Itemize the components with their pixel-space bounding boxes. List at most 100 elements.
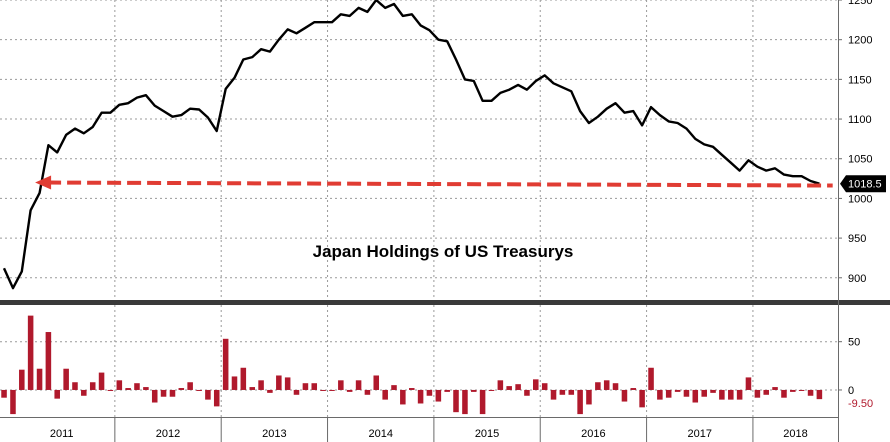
change-bar [550,389,557,400]
change-bar [408,388,415,390]
change-bar [798,389,805,391]
y-tick-label: 1100 [848,114,872,126]
change-bar [134,383,140,390]
y-tick-label: 0 [848,385,854,397]
change-bar [284,377,291,390]
y-axis-ticks: 900 950 1000 1050 1100 1150 1200 1250 0 50 [838,0,872,397]
change-bar [577,389,583,415]
change-bar [754,389,761,398]
change-bar [338,380,344,390]
change-bar [187,382,193,390]
change-bar [630,388,637,390]
change-bar [213,389,220,407]
change-bar [763,389,769,395]
change-bar [107,389,114,391]
change-bar [293,389,300,395]
change-bar [710,389,716,393]
change-bar [267,389,273,393]
change-bar [657,389,663,400]
change-bar [382,389,388,400]
change-bar [10,389,16,415]
holdings-series-line [2,0,820,290]
change-bar [648,367,654,390]
change-bar [621,389,628,402]
y-tick-label: 1200 [848,35,872,47]
year-gridlines [114,0,754,417]
y-tick-label: 50 [848,337,860,349]
y-tick-label: 900 [848,273,866,285]
change-bar [178,388,185,390]
change-bar [745,377,752,390]
change-bar [488,389,495,391]
change-bar [665,389,672,398]
change-bar [258,380,264,390]
change-bar [568,389,575,395]
change-bar [532,379,539,390]
change-bar [320,389,326,391]
change-bar [205,389,211,400]
change-bar [311,383,318,390]
change-bar [559,389,566,395]
x-tick-label: 2015 [475,428,499,440]
change-bar [736,389,743,400]
change-bar [151,389,158,403]
change-bar [54,389,60,399]
change-bar [612,383,619,390]
change-bar [674,389,681,392]
y-tick-label: 1000 [848,193,872,205]
change-bar [143,387,149,390]
change-bar [728,389,734,400]
change-bar [417,389,424,404]
x-tick-label: 2016 [581,428,605,440]
change-bar [506,386,512,390]
change-bar [373,375,380,390]
chart-title: Japan Holdings of US Treasurys [313,242,574,261]
change-bar [444,389,450,392]
change-bar [497,380,504,390]
arrow-head [35,175,52,190]
x-tick-label: 2018 [783,428,807,440]
x-tick-label: 2012 [156,428,180,440]
change-bar [169,389,176,397]
change-bar [36,368,43,390]
x-tick-label: 2017 [688,428,712,440]
change-bar [346,389,353,392]
change-bar [453,389,459,413]
x-tick-label: 2013 [262,428,286,440]
change-bar [1,389,7,398]
change-bar [81,389,87,396]
last-value-holdings: 1018.5 [848,179,882,191]
gridlines [0,0,838,391]
change-bar [541,383,548,390]
y-tick-label: 950 [848,233,866,245]
change-bar [790,389,796,392]
y-tick-label: 1050 [848,154,872,166]
change-bar [72,382,78,390]
change-bar [435,389,442,402]
change-bar [595,382,601,390]
change-bar [586,389,592,405]
last-value-change: -9.50 [848,398,873,410]
change-bar [781,389,787,398]
change-bar [276,375,282,390]
change-bar [19,369,25,390]
change-bar [222,338,229,390]
change-bar [125,388,131,390]
last-value-holdings-box [840,175,886,193]
reference-arrow [35,175,833,190]
change-bar [249,387,256,390]
x-tick-label: 2014 [368,428,392,440]
change-bar [89,382,96,390]
y-tick-label: 1250 [848,0,872,7]
last-value-change-box [840,394,886,412]
y-tick-label: 1150 [848,74,872,86]
change-bar [45,332,52,390]
change-bar [116,380,123,390]
change-bar [462,389,468,415]
x-tick-label: 2011 [50,428,74,440]
change-bar [364,389,371,395]
change-bar [683,389,690,397]
holdings-line [2,0,820,290]
change-bar [231,376,238,390]
